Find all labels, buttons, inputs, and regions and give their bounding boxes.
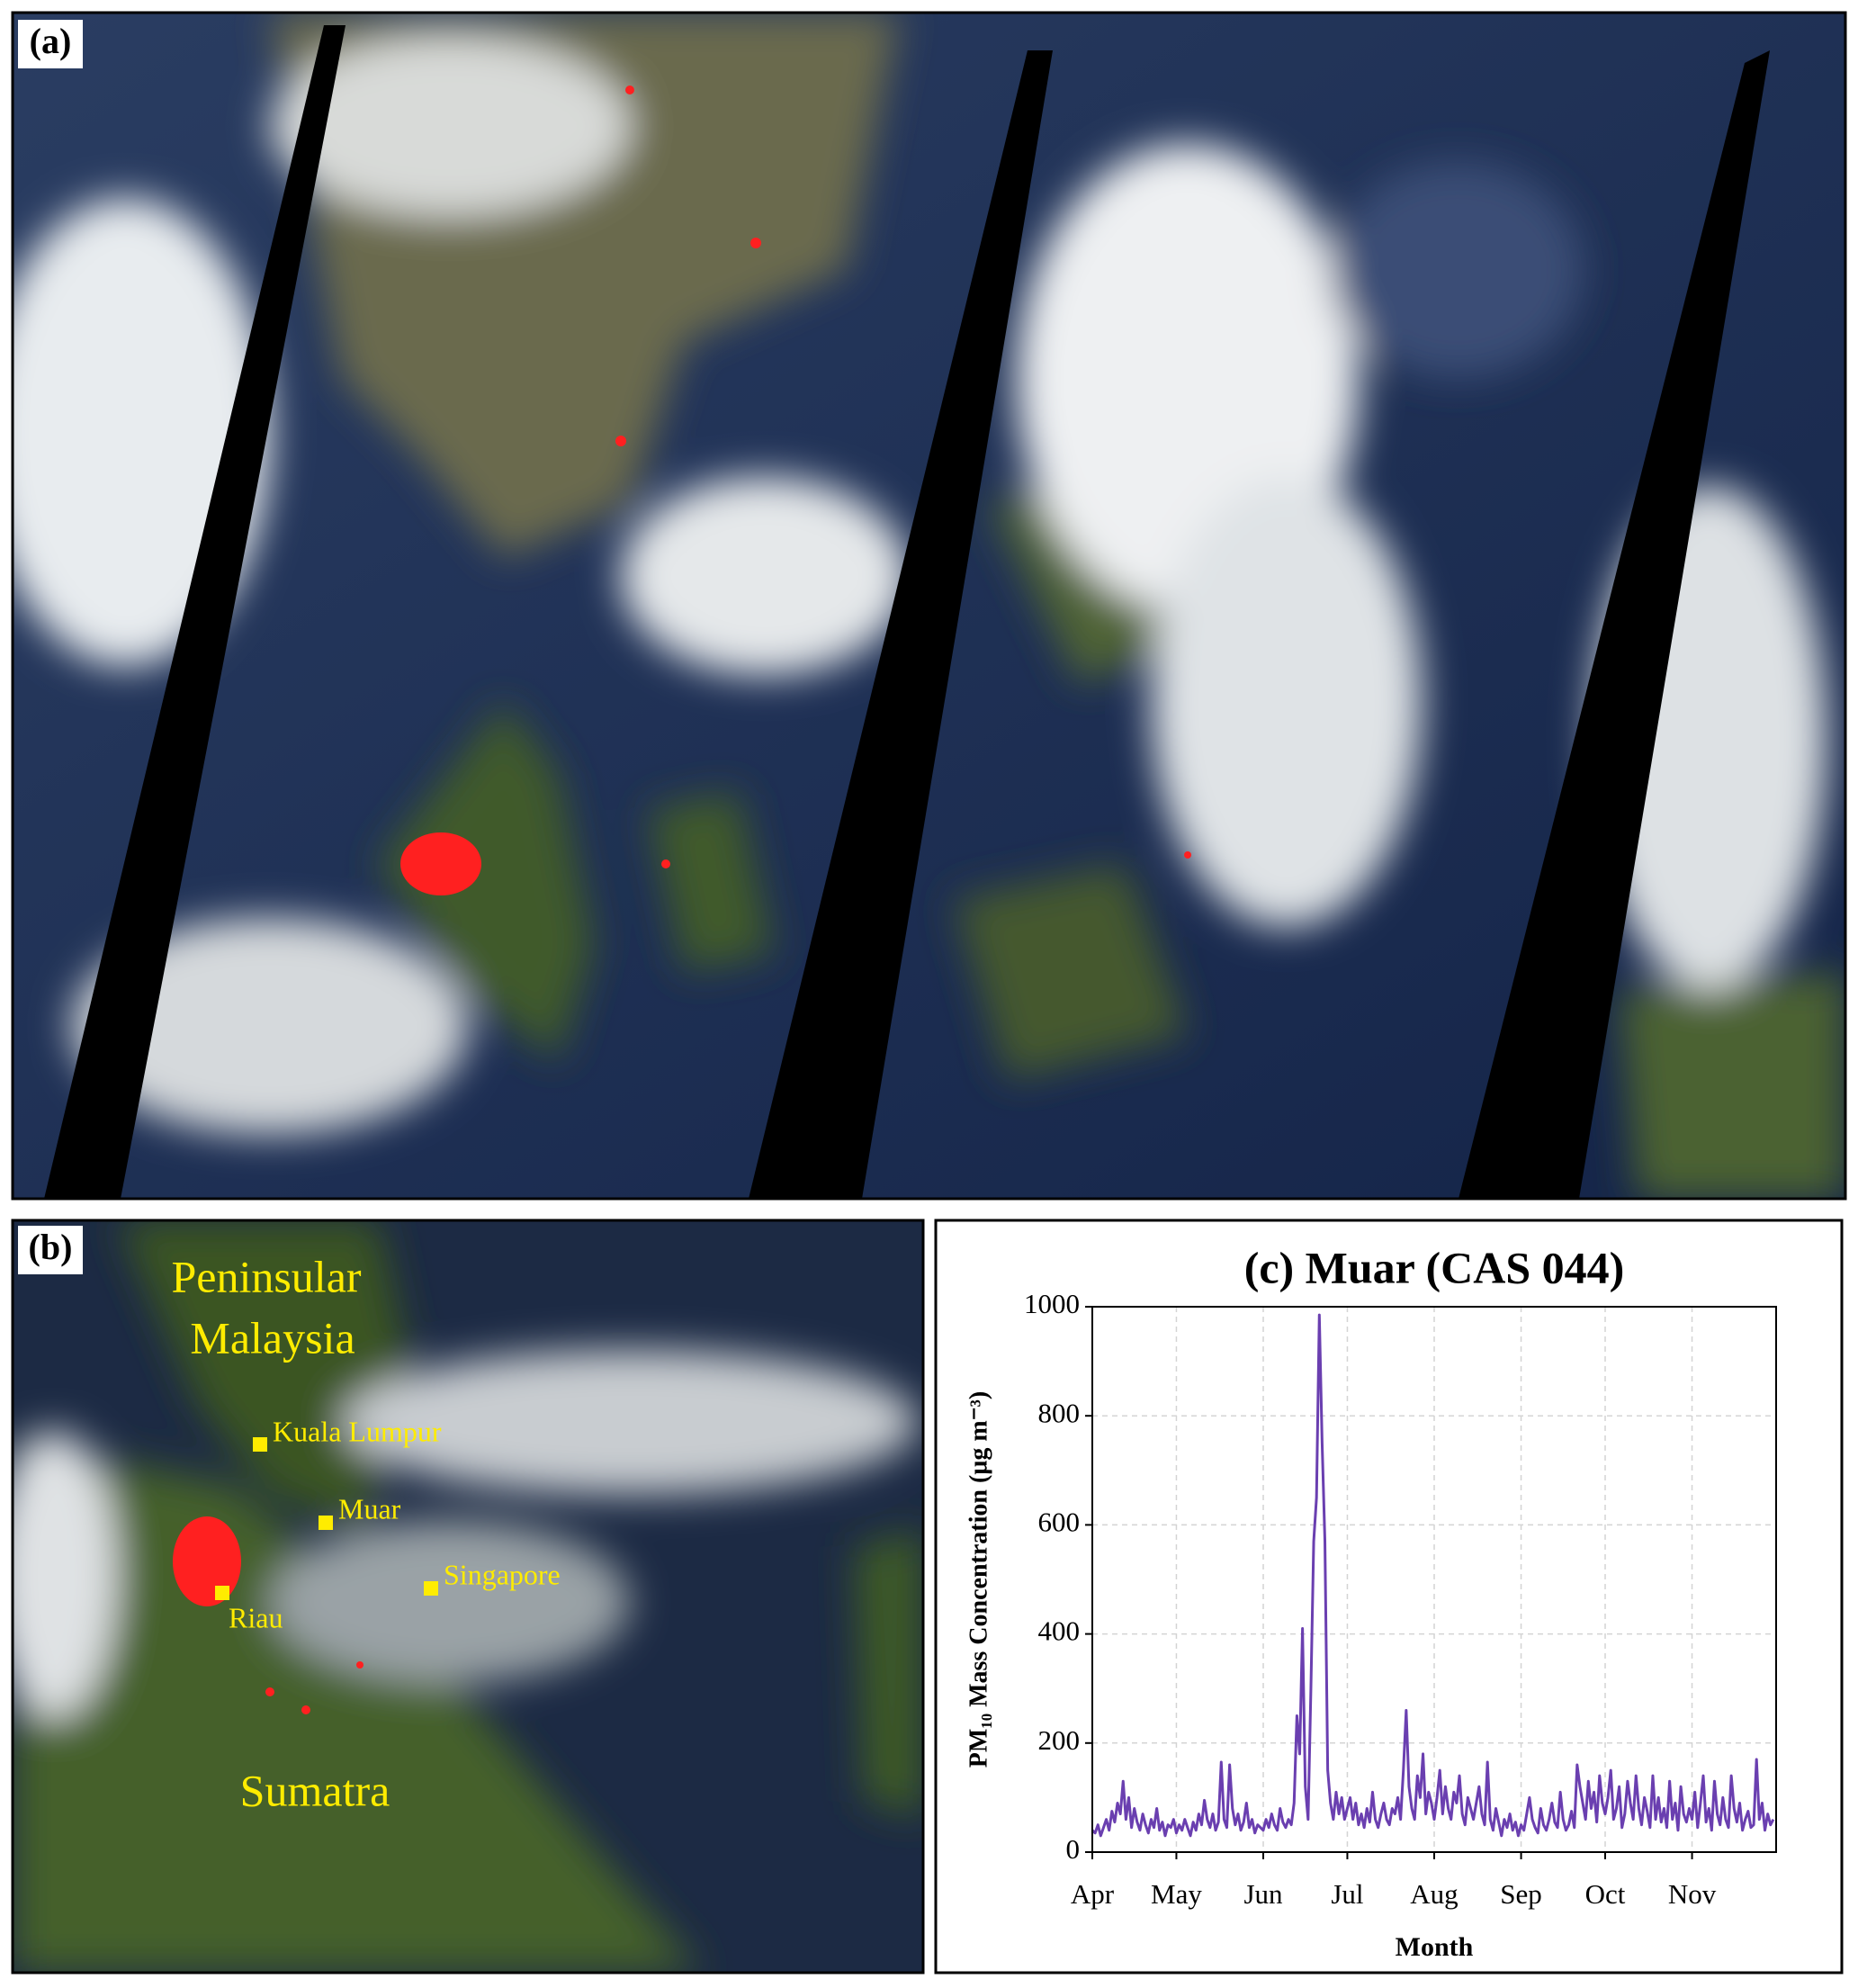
x-axis-label: Month (1396, 1932, 1474, 1962)
y-tick-label: 600 (1038, 1507, 1081, 1538)
panel-frame (934, 1219, 1844, 1975)
y-tick-label: 0 (1066, 1833, 1081, 1865)
y-tick-label: 1000 (1024, 1288, 1080, 1319)
x-tick-label: Apr (1071, 1878, 1115, 1910)
map-label: Malaysia (190, 1312, 355, 1363)
panel-label: (a) (30, 21, 72, 61)
panel-frame (11, 1219, 925, 1975)
x-tick-label: Oct (1585, 1878, 1626, 1910)
x-tick-label: May (1151, 1878, 1202, 1910)
x-tick-label: Jun (1243, 1878, 1283, 1910)
panel-label: (b) (29, 1227, 73, 1267)
x-tick-label: Jul (1331, 1878, 1363, 1910)
map-label: Sumatra (240, 1765, 390, 1815)
x-tick-label: Aug (1410, 1878, 1458, 1910)
city-marker (253, 1437, 267, 1452)
map-label: Muar (338, 1492, 401, 1525)
satellite-image-b (13, 1220, 923, 1973)
y-axis-label: PM₁₀ Mass Concentration (µg m⁻³) (965, 1391, 992, 1768)
y-tick-label: 800 (1038, 1397, 1081, 1428)
y-tick-label: 200 (1038, 1724, 1081, 1756)
label-box (18, 20, 83, 68)
plot-area: 0 200 400 600 800 1000 Apr May Jun Jul Aug Sep Oct No… (1024, 1288, 1777, 1910)
y-tick-label: 400 (1038, 1615, 1081, 1647)
plot-frame (1091, 1306, 1777, 1853)
x-tick-label: Nov (1668, 1878, 1717, 1910)
map-label: Peninsular (171, 1251, 361, 1301)
x-tick-label: Sep (1500, 1878, 1542, 1910)
label-box (18, 1226, 83, 1274)
city-marker (319, 1516, 333, 1530)
data-line (1091, 1313, 1775, 1838)
panel-frame (11, 11, 1847, 1201)
map-label: Singapore (444, 1558, 561, 1590)
city-marker (424, 1581, 438, 1596)
satellite-image-a (13, 13, 1845, 1199)
chart-title: (c) Muar (CAS 044) (1244, 1242, 1625, 1292)
map-label: Kuala Lumpur (273, 1415, 442, 1447)
map-label: Riau (229, 1601, 283, 1633)
city-marker (215, 1586, 229, 1600)
